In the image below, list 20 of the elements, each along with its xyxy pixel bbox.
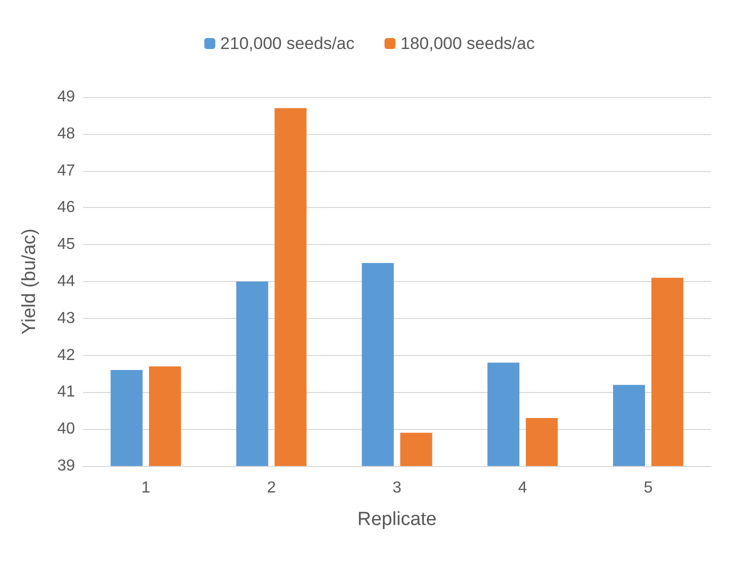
legend-label: 210,000 seeds/ac <box>220 34 355 53</box>
y-tick-label: 39 <box>57 458 76 474</box>
y-tick-label: 43 <box>57 310 76 327</box>
y-tick-label: 48 <box>57 125 76 142</box>
y-tick-label: 44 <box>57 273 76 290</box>
x-tick-label: 2 <box>266 480 276 496</box>
y-tick-label: 42 <box>57 346 76 364</box>
y-tick-label: 47 <box>57 162 76 180</box>
x-tick-label: 1 <box>141 480 150 496</box>
y-tick-label: 45 <box>57 236 76 254</box>
x-axis-title: Replicate <box>357 509 437 530</box>
y-tick-label: 40 <box>57 420 76 438</box>
y-axis-title: Yield (bu/ac) <box>19 228 40 334</box>
y-tick-label: 46 <box>57 199 76 216</box>
y-tick-label: 41 <box>57 384 76 401</box>
legend-label: 180,000 seeds/ac <box>400 34 536 53</box>
x-tick-label: 3 <box>392 480 402 496</box>
y-tick-label: 49 <box>57 88 76 106</box>
x-tick-label: 4 <box>518 480 528 496</box>
x-tick-label: 5 <box>644 480 653 496</box>
